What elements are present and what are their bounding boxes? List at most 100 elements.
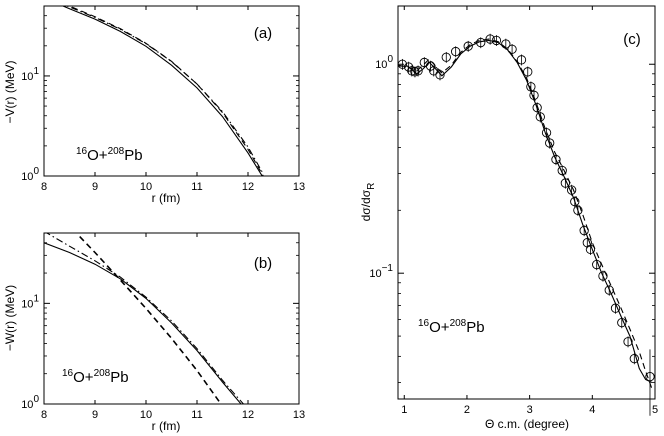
data-point [557, 165, 567, 177]
x-tick-label: 10 [140, 409, 152, 421]
panel-c-reaction: 16O+208Pb [418, 318, 485, 336]
data-point [598, 270, 608, 282]
data-point [551, 154, 561, 166]
panel-c-ylabel-main: dσ/dσ [359, 189, 373, 221]
data-point [604, 284, 614, 296]
data-point [441, 51, 451, 63]
panel-a-reaction: 16O+208Pb [76, 146, 143, 164]
data-point [419, 57, 429, 69]
x-tick-label: 10 [140, 181, 152, 193]
data-point [485, 33, 495, 45]
panel-b-ylabel: −W(r) (MeV) [3, 285, 17, 351]
data-point [501, 38, 511, 50]
panel-a-x-ticks: 8 9 10 11 12 13 [41, 6, 305, 193]
y-tick-label: 101 [21, 66, 39, 83]
data-point [629, 353, 639, 365]
panel-c: 1 2 3 4 5 100 10−1 (c) Θ c.m. (degree) dσ/dσR… [359, 5, 658, 431]
data-point [476, 37, 486, 49]
x-tick-label: 3 [527, 404, 533, 416]
x-tick-label: 13 [293, 181, 305, 193]
x-tick-label: 5 [652, 404, 658, 416]
data-point [532, 102, 542, 114]
panel-a-label: (a) [254, 25, 272, 42]
panel-b-series-dashed [79, 236, 222, 404]
x-tick-label: 13 [293, 409, 305, 421]
panel-c-series [398, 38, 653, 389]
x-tick-label: 11 [191, 181, 202, 193]
panel-c-frame [397, 5, 656, 400]
panel-c-reaction-mass1: 16 [418, 318, 430, 329]
panel-c-x-ticks: 1 2 3 4 5 [401, 6, 658, 416]
panel-b-reaction-mass1: 16 [62, 368, 74, 379]
y-tick-label: 100 [375, 54, 393, 71]
panel-c-reaction-elem2: Pb [466, 319, 484, 336]
panel-a-reaction-mass2: 208 [108, 146, 125, 157]
data-point [541, 127, 552, 139]
data-point [617, 317, 627, 329]
data-point [545, 137, 555, 149]
panel-c-ylabel-sub: R [366, 183, 377, 190]
panel-a-reaction-elem1: O+ [87, 147, 108, 164]
x-tick-label: 2 [464, 404, 470, 416]
data-point [526, 81, 536, 93]
y-tick-label: 100 [21, 166, 39, 183]
panel-c-label: (c) [623, 31, 641, 48]
data-point [573, 205, 583, 216]
panel-a-frame [43, 5, 300, 177]
panel-b-reaction-mass2: 208 [94, 368, 111, 379]
data-point [535, 111, 545, 123]
panel-a-y-ticks: 100 101 [21, 5, 299, 183]
data-point [413, 65, 423, 77]
data-point [435, 69, 445, 81]
x-tick-label: 12 [242, 409, 254, 421]
data-point [523, 66, 533, 78]
panel-a-series-solid [61, 6, 263, 176]
panel-b-series-solid [44, 242, 242, 404]
panel-a-series-dash-dot [65, 6, 264, 175]
y-tick-label: 101 [21, 293, 39, 310]
panel-a-xlabel: r (fm) [152, 191, 181, 205]
x-tick-label: 9 [92, 181, 98, 193]
data-point [491, 35, 502, 47]
data-point [451, 46, 461, 58]
panel-b-frame [43, 232, 300, 405]
data-point [623, 336, 633, 348]
panel-c-reaction-elem1: O+ [429, 319, 450, 336]
panel-a-series-dashed [67, 6, 264, 176]
panel-b-label: (b) [254, 255, 272, 272]
panel-a-reaction-mass1: 16 [76, 146, 88, 157]
panel-c-reaction-mass2: 208 [450, 318, 467, 329]
panel-b-x-ticks: 8 9 10 11 12 13 [41, 233, 305, 421]
panel-b-y-ticks: 100 101 [21, 232, 299, 411]
data-point [425, 60, 436, 72]
data-point [516, 54, 527, 66]
y-tick-label: 10−1 [369, 263, 393, 280]
data-point [507, 43, 517, 55]
panel-b-series-dash-dot [45, 233, 245, 404]
panel-a-series [61, 6, 264, 176]
panel-b-reaction: 16O+208Pb [62, 368, 129, 386]
data-point [529, 90, 539, 101]
x-tick-label: 9 [92, 409, 98, 421]
panel-c-data-points [397, 33, 655, 416]
x-tick-label: 4 [589, 404, 595, 416]
x-tick-label: 11 [191, 409, 202, 421]
data-point [610, 302, 621, 314]
panel-b-reaction-elem2: Pb [110, 369, 128, 386]
panel-b-series [44, 233, 245, 404]
panel-b-reaction-elem1: O+ [73, 369, 94, 386]
panel-a-ylabel: −V(r) (MeV) [3, 60, 17, 123]
data-point [585, 244, 596, 256]
x-tick-label: 1 [401, 404, 407, 416]
y-tick-label: 100 [21, 394, 39, 411]
data-point [463, 40, 473, 52]
x-tick-label: 8 [41, 181, 47, 193]
panel-c-ylabel: dσ/dσR [359, 183, 377, 222]
panel-b: 8 9 10 11 12 13 100 101 (b) r (fm) −W(r) (MeV)… [3, 232, 305, 433]
data-point [560, 177, 571, 189]
x-tick-label: 8 [41, 409, 47, 421]
data-point [592, 259, 602, 271]
panel-a-reaction-elem2: Pb [124, 147, 142, 164]
